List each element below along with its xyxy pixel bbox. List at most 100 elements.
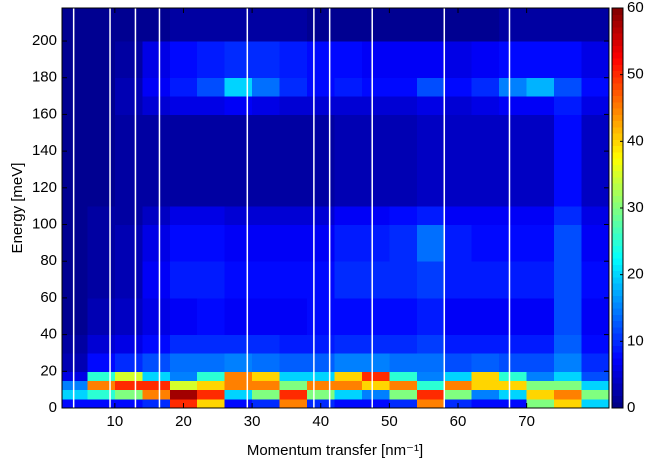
heat-cell [444,380,473,391]
heat-cell [526,8,555,42]
heat-cell [499,398,528,409]
heat-cell [169,77,198,97]
heat-cell [361,96,390,115]
heat-cell [87,380,116,391]
heat-cell [142,8,171,42]
colorbar-segment [612,308,623,315]
heat-cell [334,380,363,391]
heat-cell [197,261,226,299]
heat-cell [581,206,610,226]
colorbar-segment [612,145,623,153]
heat-cell [526,352,555,372]
heat-cell [224,96,253,115]
heat-cell [62,398,88,409]
colorbar-tick-label: 60 [627,0,644,16]
y-tick-label: 40 [40,326,57,343]
heat-cell [334,297,363,336]
colorbar-segment [612,8,623,15]
heat-cell [62,8,88,42]
heat-cell [499,77,528,97]
heat-cell [252,261,281,299]
colorbar-segment [612,351,623,359]
heat-cell [471,352,500,372]
heat-cell [279,96,308,115]
heat-cell [334,224,363,262]
heat-cell [62,41,88,79]
heat-cell [581,224,610,262]
heat-cell [307,96,335,115]
heat-cell [581,297,610,336]
heat-cell [526,261,555,299]
heat-cell [499,114,528,207]
heat-cell [307,371,335,381]
heat-cell [252,114,281,207]
heat-cell [361,261,390,299]
colorbar-segment [612,189,623,196]
colorbar-segment [612,58,623,65]
heat-cell [554,352,583,372]
heat-cell [581,8,610,42]
heat-cell [361,297,390,336]
heat-cell [142,206,171,226]
heat-cell [197,8,226,42]
y-tick-label: 0 [49,399,57,416]
heat-cell [526,380,555,391]
colorbar-segment [612,14,623,21]
y-tick-label: 140 [32,142,57,159]
heat-cell [471,261,500,299]
heat-cell [444,206,473,226]
heat-cell [526,224,555,262]
colorbar-segment [612,239,623,246]
x-tick-label: 40 [312,413,329,430]
heat-cell [444,77,473,97]
heat-cell [361,334,390,354]
colorbar-segment [612,276,623,284]
heat-cell [389,224,418,262]
heat-cell [389,114,418,207]
heat-cell [87,206,116,226]
heat-cell [62,261,88,299]
heat-cell [279,77,308,97]
heat-cell [389,96,418,115]
heat-cell [471,398,500,409]
heat-cell [581,380,610,391]
heat-cell [169,224,198,262]
heat-cell [499,352,528,372]
colorbar-segment [612,158,623,165]
heat-cell [444,261,473,299]
heat-cell [526,206,555,226]
colorbar-segment [612,395,623,403]
colorbar-segment [612,326,623,334]
heat-cell [471,8,500,42]
heat-cell [334,206,363,226]
heat-cell [307,389,335,400]
heat-cell [554,389,583,400]
heat-cell [169,96,198,115]
heat-cell [87,334,116,354]
heat-cell [471,114,500,207]
colorbar-segment [612,195,623,203]
heat-cell [389,77,418,97]
heat-cell [169,371,198,381]
heat-cell [62,380,88,391]
colorbar-segment [612,76,623,84]
heat-cell [197,96,226,115]
heat-cell [197,41,226,79]
colorbar-segment [612,258,623,265]
heat-cell [114,371,143,381]
heat-cell [224,352,253,372]
heat-cell [526,77,555,97]
y-tick-label: 60 [40,289,57,306]
heat-cell [389,41,418,79]
heat-cell [224,41,253,79]
heat-cell [307,8,335,42]
heat-cell [389,261,418,299]
colorbar-segment [612,358,623,365]
x-tick-label: 20 [175,413,192,430]
heat-cell [279,8,308,42]
heat-cell [114,224,143,262]
heat-cell [87,389,116,400]
heat-cell [142,224,171,262]
heat-cell [87,8,116,42]
